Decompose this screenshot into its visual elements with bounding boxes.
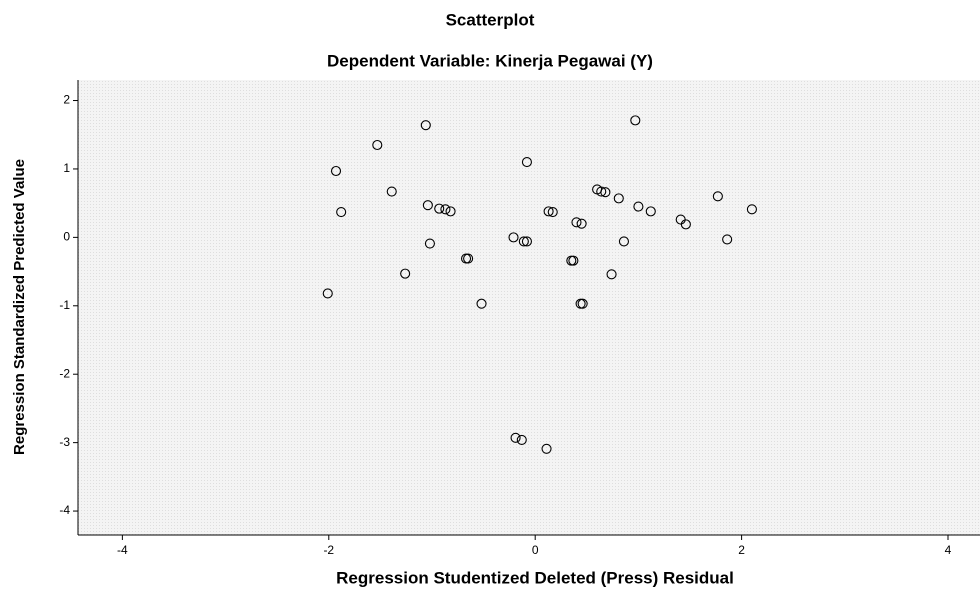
point bbox=[521, 236, 532, 247]
x-axis-label: Regression Studentized Deleted (Press) R… bbox=[336, 568, 734, 587]
point bbox=[400, 268, 411, 279]
point bbox=[420, 120, 431, 131]
point bbox=[630, 115, 641, 126]
point bbox=[606, 269, 617, 280]
point bbox=[712, 191, 723, 202]
point bbox=[440, 204, 451, 215]
point bbox=[568, 255, 579, 266]
x-tick-label: 2 bbox=[738, 543, 745, 557]
y-axis-label: Regression Standardized Predicted Value bbox=[11, 159, 28, 455]
y-tick-label: -2 bbox=[59, 366, 70, 380]
y-tick-label: -4 bbox=[59, 503, 70, 517]
point bbox=[508, 232, 519, 243]
point bbox=[547, 207, 558, 218]
point bbox=[516, 434, 527, 445]
point bbox=[372, 139, 383, 151]
point bbox=[463, 253, 474, 264]
chart-title: Scatterplot bbox=[446, 10, 535, 29]
point bbox=[510, 432, 521, 443]
x-tick-label: -2 bbox=[323, 543, 334, 557]
point bbox=[386, 186, 397, 197]
point bbox=[577, 298, 588, 309]
point bbox=[633, 201, 644, 212]
x-tick-label: 4 bbox=[945, 543, 952, 557]
point bbox=[445, 206, 456, 217]
point bbox=[543, 206, 554, 217]
point bbox=[645, 206, 656, 217]
point bbox=[576, 218, 587, 229]
point bbox=[722, 234, 733, 245]
point bbox=[541, 443, 552, 454]
x-tick-label: 0 bbox=[532, 543, 539, 557]
plot-area bbox=[78, 80, 980, 535]
y-tick-label: 2 bbox=[63, 93, 70, 107]
point bbox=[571, 217, 582, 228]
y-tick-label: -1 bbox=[59, 298, 70, 312]
point bbox=[521, 157, 532, 168]
point bbox=[600, 187, 611, 198]
point bbox=[613, 193, 624, 204]
y-tick-label: 1 bbox=[63, 161, 70, 175]
point bbox=[434, 203, 445, 214]
point bbox=[618, 236, 629, 247]
chart-subtitle: Dependent Variable: Kinerja Pegawai (Y) bbox=[327, 51, 653, 70]
point bbox=[680, 219, 691, 230]
point bbox=[330, 165, 342, 177]
point bbox=[424, 238, 435, 249]
point bbox=[336, 207, 347, 218]
x-tick-label: -4 bbox=[117, 543, 128, 557]
point bbox=[746, 204, 757, 215]
point bbox=[596, 186, 607, 197]
y-tick-label: 0 bbox=[63, 230, 70, 244]
y-tick-label: -3 bbox=[59, 435, 70, 449]
point bbox=[322, 288, 333, 299]
point bbox=[476, 298, 487, 309]
point bbox=[422, 200, 433, 211]
point bbox=[518, 236, 529, 247]
